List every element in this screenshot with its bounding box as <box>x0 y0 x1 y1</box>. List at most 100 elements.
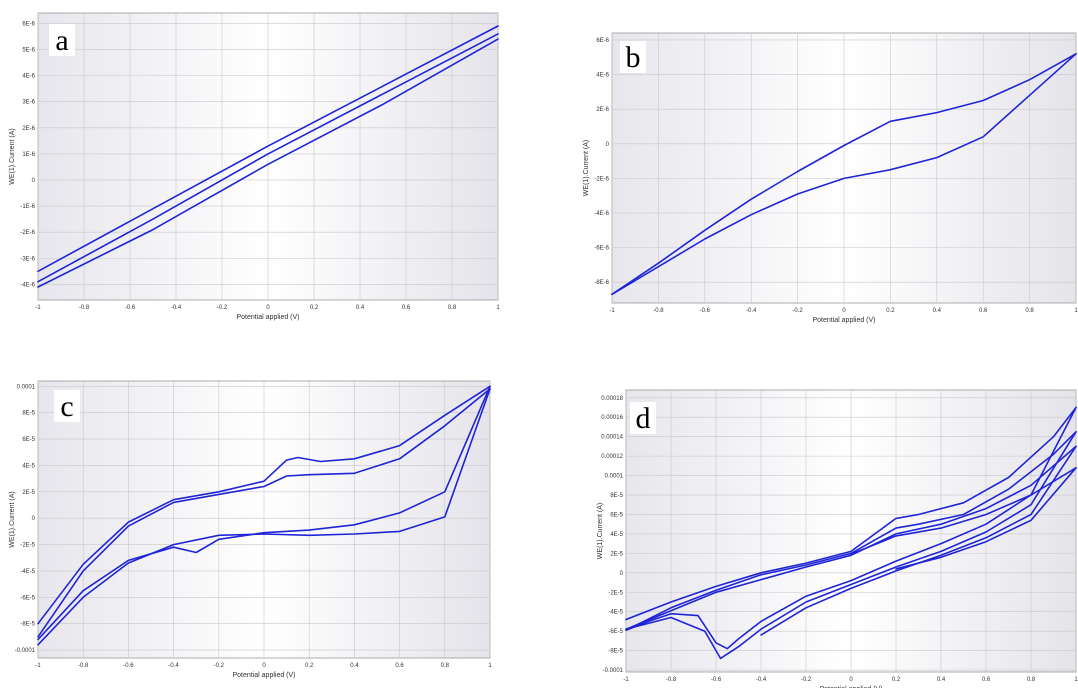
y-axis-label: WE(1).Current (A) <box>9 491 16 547</box>
x-tick-label: 0.4 <box>350 663 359 669</box>
y-tick-label: 0.00018 <box>601 396 623 402</box>
panel-c: -1 -0.8 -0.6 -0.4 -0.2 0 0.2 0.4 0.6 0.8 1 -0.0001 -… <box>0 370 510 688</box>
panel-letter: a <box>55 24 68 57</box>
grid <box>625 390 1077 672</box>
x-tick-label: -0.8 <box>666 677 677 683</box>
x-tick-label: 0.2 <box>886 308 895 314</box>
x-tick-label: -0.6 <box>125 305 136 311</box>
y-tick-label: 0.0001 <box>605 474 624 480</box>
panel-letter-box <box>49 24 75 56</box>
x-tick-label: 0.4 <box>933 308 942 314</box>
x-tick-label: 0.6 <box>402 305 411 311</box>
x-tick-label: 0 <box>849 677 853 683</box>
x-tick-label: -0.2 <box>214 663 225 669</box>
x-tick-label: 0.8 <box>1025 308 1034 314</box>
x-tick-label: 0.2 <box>310 305 319 311</box>
series-line <box>850 467 1077 556</box>
x-tick-label: 0.4 <box>356 305 365 311</box>
x-tick-label: -0.2 <box>801 677 812 683</box>
chart-a: -1 -0.8 -0.6 -0.4 -0.2 0 0.2 0.4 0.6 0.8 1 -4E-6 -3E… <box>9 12 500 321</box>
x-tick-label: -0.8 <box>78 663 89 669</box>
x-tick-label: -1 <box>35 305 41 311</box>
x-tick-label: -0.4 <box>168 663 179 669</box>
series-line <box>37 385 491 641</box>
x-tick-label: 0 <box>266 305 270 311</box>
x-tick-label: 1 <box>496 305 500 311</box>
x-tick-label: -0.4 <box>171 305 182 311</box>
x-tick-label: -1 <box>609 308 615 314</box>
y-tick-label: 0.0001 <box>17 384 36 390</box>
y-tick-label: 4E-5 <box>610 532 623 538</box>
x-tick-label: 0.8 <box>1027 677 1036 683</box>
x-tick-label: 0.4 <box>937 677 946 683</box>
y-tick-label: 5E-6 <box>22 48 35 54</box>
x-tick-label: -0.4 <box>746 308 757 314</box>
y-tick-label: 2E-6 <box>596 107 609 113</box>
x-tick-label: -0.2 <box>792 308 803 314</box>
y-tick-label: -4E-5 <box>608 610 623 616</box>
y-tick-label: -8E-5 <box>608 649 623 655</box>
chart-b: -1 -0.8 -0.6 -0.4 -0.2 0 0.2 0.4 0.6 0.8 1 -8E-6 -6E… <box>583 32 1078 324</box>
panel-d: -1 -0.8 -0.6 -0.4 -0.2 0 0.2 0.4 0.6 0.8 1 -0.0001 -… <box>580 380 1078 688</box>
x-tick-label: 1 <box>1074 677 1078 683</box>
y-tick-label: -6E-5 <box>20 595 35 601</box>
x-tick-label: -0.4 <box>756 677 767 683</box>
y-axis-label: WE(1).Current (A) <box>583 140 590 196</box>
series-line <box>37 33 499 283</box>
y-axis-label: WE(1).Current (A) <box>597 503 604 559</box>
y-tick-label: -0.0001 <box>15 648 36 654</box>
grid <box>37 13 499 300</box>
series-line <box>625 406 1077 650</box>
grid <box>611 33 1077 303</box>
panel-letter: d <box>636 402 651 435</box>
y-tick-label: 3E-6 <box>22 100 35 106</box>
panel-letter: b <box>626 41 641 74</box>
y-tick-label: -3E-6 <box>20 256 35 262</box>
panel-letter-box <box>620 41 646 73</box>
panel-letter: c <box>60 390 73 423</box>
panel-b: -1 -0.8 -0.6 -0.4 -0.2 0 0.2 0.4 0.6 0.8 1 -8E-6 -6E… <box>580 15 1078 330</box>
y-axis-label: WE(1).Current (A) <box>9 128 16 184</box>
x-axis-label: Potential applied (V) <box>812 317 875 324</box>
y-tick-label: 6E-5 <box>610 512 623 518</box>
y-tick-label: 0 <box>606 142 610 148</box>
y-tick-label: 8E-5 <box>22 411 35 417</box>
y-tick-label: 2E-5 <box>22 490 35 496</box>
series-line <box>625 431 1077 660</box>
y-tick-label: -2E-6 <box>20 230 35 236</box>
x-axis-label: Potential applied (V) <box>819 686 882 688</box>
series-line <box>37 388 491 646</box>
y-tick-label: 6E-5 <box>22 437 35 443</box>
y-tick-label: -8E-6 <box>594 280 609 286</box>
series-line <box>625 431 1077 631</box>
x-tick-label: -0.2 <box>217 305 228 311</box>
y-tick-label: 6E-6 <box>22 21 35 27</box>
x-tick-label: 1 <box>488 663 492 669</box>
y-tick-label: 2E-5 <box>610 551 623 557</box>
y-tick-label: -8E-5 <box>20 622 35 628</box>
y-tick-label: -4E-6 <box>594 211 609 217</box>
panel-a: -1 -0.8 -0.6 -0.4 -0.2 0 0.2 0.4 0.6 0.8 1 -4E-6 -3E… <box>0 0 510 345</box>
x-tick-label: -0.8 <box>653 308 664 314</box>
y-tick-label: 0.00016 <box>601 415 623 421</box>
y-tick-label: 0.00012 <box>601 454 623 460</box>
panel-letter-box <box>54 390 80 422</box>
chart-c: -1 -0.8 -0.6 -0.4 -0.2 0 0.2 0.4 0.6 0.8 1 -0.0001 -… <box>9 380 492 679</box>
x-tick-label: -1 <box>623 677 629 683</box>
series-line <box>611 53 1077 296</box>
x-tick-label: -0.8 <box>79 305 90 311</box>
series-line <box>37 388 491 638</box>
series-line <box>37 38 499 288</box>
x-axis-label: Potential applied (V) <box>236 314 299 321</box>
y-tick-label: -4E-6 <box>20 282 35 288</box>
x-tick-label: -0.6 <box>123 663 134 669</box>
series-line <box>611 53 1077 296</box>
y-tick-label: 4E-5 <box>22 463 35 469</box>
x-tick-label: 0 <box>262 663 266 669</box>
y-tick-label: 4E-6 <box>22 74 35 80</box>
x-tick-label: 1 <box>1074 308 1078 314</box>
x-tick-label: 0.6 <box>982 677 991 683</box>
y-tick-label: 0 <box>620 571 624 577</box>
y-tick-label: -2E-5 <box>20 543 35 549</box>
series-line <box>625 445 1077 630</box>
